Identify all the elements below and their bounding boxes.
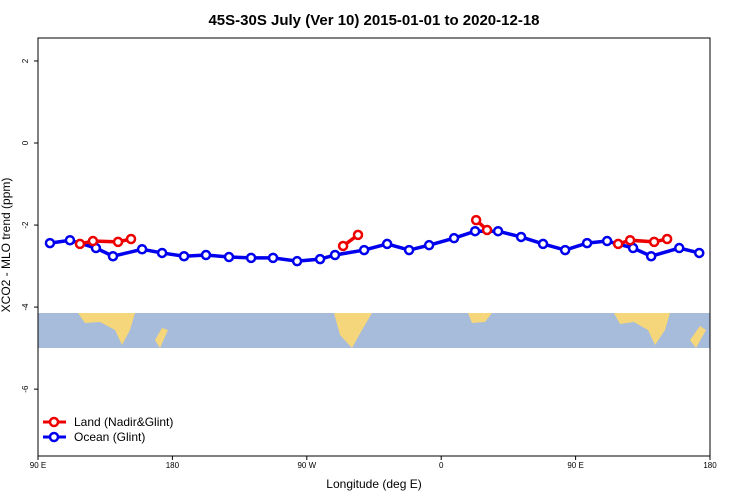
point bbox=[693, 247, 705, 259]
y-tick-label: 2 bbox=[21, 58, 30, 63]
legend-label: Ocean (Glint) bbox=[74, 430, 145, 444]
x-tick-label: 0 bbox=[439, 461, 444, 470]
point bbox=[245, 252, 257, 264]
series-line bbox=[49, 229, 700, 263]
point bbox=[337, 240, 349, 252]
point bbox=[515, 231, 527, 243]
y-tick-label: 0 bbox=[21, 140, 30, 145]
point bbox=[352, 229, 364, 241]
point bbox=[267, 252, 279, 264]
point bbox=[381, 238, 393, 250]
point bbox=[223, 251, 235, 263]
point bbox=[581, 237, 593, 249]
point bbox=[44, 237, 56, 249]
point bbox=[314, 253, 326, 265]
point bbox=[673, 242, 685, 254]
point bbox=[470, 214, 482, 226]
y-tick-label: -6 bbox=[21, 385, 30, 393]
x-tick-label: 90 E bbox=[567, 461, 583, 470]
point bbox=[125, 233, 137, 245]
x-axis-label: Longitude (deg E) bbox=[326, 477, 421, 491]
point bbox=[136, 244, 148, 255]
chart-title: 45S-30S July (Ver 10) 2015-01-01 to 2020… bbox=[208, 12, 539, 29]
x-tick-label: 180 bbox=[703, 461, 717, 470]
point bbox=[178, 250, 190, 262]
point bbox=[74, 238, 86, 250]
point bbox=[87, 235, 99, 247]
point bbox=[329, 249, 341, 261]
point bbox=[358, 244, 370, 256]
map-strip bbox=[38, 313, 710, 348]
point bbox=[423, 239, 435, 251]
legend-marker bbox=[48, 431, 60, 443]
point bbox=[559, 244, 571, 256]
point bbox=[64, 234, 76, 246]
point bbox=[403, 244, 415, 256]
point bbox=[645, 250, 657, 262]
series-line bbox=[79, 218, 668, 248]
point bbox=[612, 238, 624, 250]
point bbox=[481, 224, 493, 236]
point bbox=[648, 236, 660, 248]
legend-marker bbox=[48, 416, 60, 428]
point bbox=[448, 232, 460, 244]
point bbox=[112, 236, 124, 248]
point bbox=[492, 225, 504, 237]
point bbox=[661, 233, 673, 245]
point bbox=[601, 235, 613, 247]
x-tick-label: 90 W bbox=[297, 461, 316, 470]
y-axis-label: XCO2 - MLO trend (ppm) bbox=[0, 178, 13, 313]
point bbox=[469, 225, 481, 237]
plot-frame bbox=[37, 37, 711, 457]
point bbox=[624, 234, 636, 246]
point bbox=[107, 250, 119, 262]
legend-label: Land (Nadir&Glint) bbox=[74, 415, 173, 429]
point bbox=[156, 247, 168, 259]
point bbox=[291, 255, 303, 267]
point bbox=[537, 238, 549, 250]
x-tick-label: 90 E bbox=[30, 461, 46, 470]
y-tick-label: -2 bbox=[21, 221, 30, 229]
y-tick-label: -4 bbox=[21, 303, 30, 311]
x-tick-label: 180 bbox=[166, 461, 180, 470]
point bbox=[200, 249, 212, 261]
